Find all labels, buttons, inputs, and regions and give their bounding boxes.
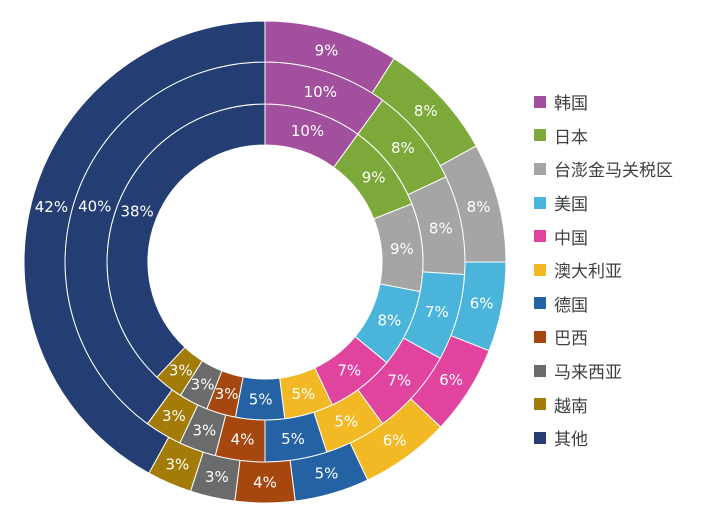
legend-swatch [534,330,546,343]
middle-ring-label-c2: 8% [429,219,453,237]
inner-ring-label-c8: 3% [191,376,215,394]
outer-ring-label-c7: 4% [253,474,277,492]
legend-item: 日本 [534,119,673,153]
legend-label: 其他 [554,430,588,451]
legend-label: 日本 [554,127,588,148]
legend-swatch [534,129,546,142]
legend-item: 其他 [534,421,673,455]
legend-item: 马来西亚 [534,354,673,388]
middle-ring-label-c3: 7% [425,303,449,321]
middle-ring-label-c9: 3% [162,407,186,425]
inner-ring-label-c10: 38% [120,202,153,220]
legend-swatch [534,263,546,276]
outer-ring-label-c8: 3% [205,468,229,486]
middle-ring-label-c1: 8% [391,139,415,157]
outer-ring-slice-c10 [23,20,266,474]
legend-item: 韩国 [534,85,673,119]
middle-ring-label-c4: 7% [387,371,411,389]
middle-ring-label-c7: 4% [231,431,255,449]
legend: 韩国日本台澎金马关税区 美国中国澳大利亚德国巴西马来西亚越南其他 [534,85,673,455]
legend-swatch [534,162,546,175]
outer-ring-label-c10: 42% [35,198,68,216]
legend-label: 马来西亚 [554,363,622,384]
inner-ring-label-c4: 7% [337,362,361,380]
legend-item: 越南 [534,387,673,421]
legend-swatch [534,297,546,310]
inner-ring-label-c0: 10% [291,122,324,140]
legend-label: 韩国 [554,94,588,115]
legend-swatch [534,364,546,377]
legend-item: 美国 [534,186,673,220]
inner-ring-label-c9: 3% [169,362,193,380]
legend-label: 澳大利亚 [554,262,622,283]
outer-ring-label-c9: 3% [166,455,190,473]
inner-ring-label-c6: 5% [249,390,273,408]
legend-swatch [534,196,546,209]
outer-ring-label-c6: 5% [315,465,339,483]
outer-ring-label-c4: 6% [439,371,463,389]
middle-ring-label-c6: 5% [281,430,305,448]
legend-swatch [534,95,546,108]
middle-ring-label-c10: 40% [78,198,111,216]
legend-swatch [534,230,546,243]
inner-ring-label-c3: 8% [378,312,402,330]
middle-ring-label-c0: 10% [304,83,337,101]
legend-label: 美国 [554,195,588,216]
legend-label: 德国 [554,295,588,316]
outer-ring-label-c0: 9% [315,41,339,59]
legend-item: 中国 [534,219,673,253]
middle-ring-label-c8: 3% [192,421,216,439]
inner-ring-label-c7: 3% [215,385,239,403]
legend-swatch [534,431,546,444]
middle-ring-label-c5: 5% [334,412,358,430]
inner-ring-label-c2: 9% [390,240,414,258]
outer-ring-label-c3: 6% [470,294,494,312]
legend-label: 巴西 [554,329,588,350]
legend-item: 台澎金马关税区 [534,152,673,186]
outer-ring-label-c1: 8% [414,102,438,120]
legend-label: 中国 [554,228,588,249]
donut-rings: 10%9%9%8%7%5%5%3%3%3%38%10%8%8%7%7%5%5%4… [23,20,507,504]
legend-item: 澳大利亚 [534,253,673,287]
inner-ring-label-c5: 5% [291,385,315,403]
legend-label: 越南 [554,396,588,417]
outer-ring-label-c5: 6% [383,431,407,449]
legend-item: 德国 [534,287,673,321]
legend-item: 巴西 [534,320,673,354]
legend-swatch [534,398,546,411]
outer-ring-label-c2: 8% [467,198,491,216]
legend-label: 台澎金马关税区 [554,161,673,182]
inner-ring-label-c1: 9% [362,169,386,187]
